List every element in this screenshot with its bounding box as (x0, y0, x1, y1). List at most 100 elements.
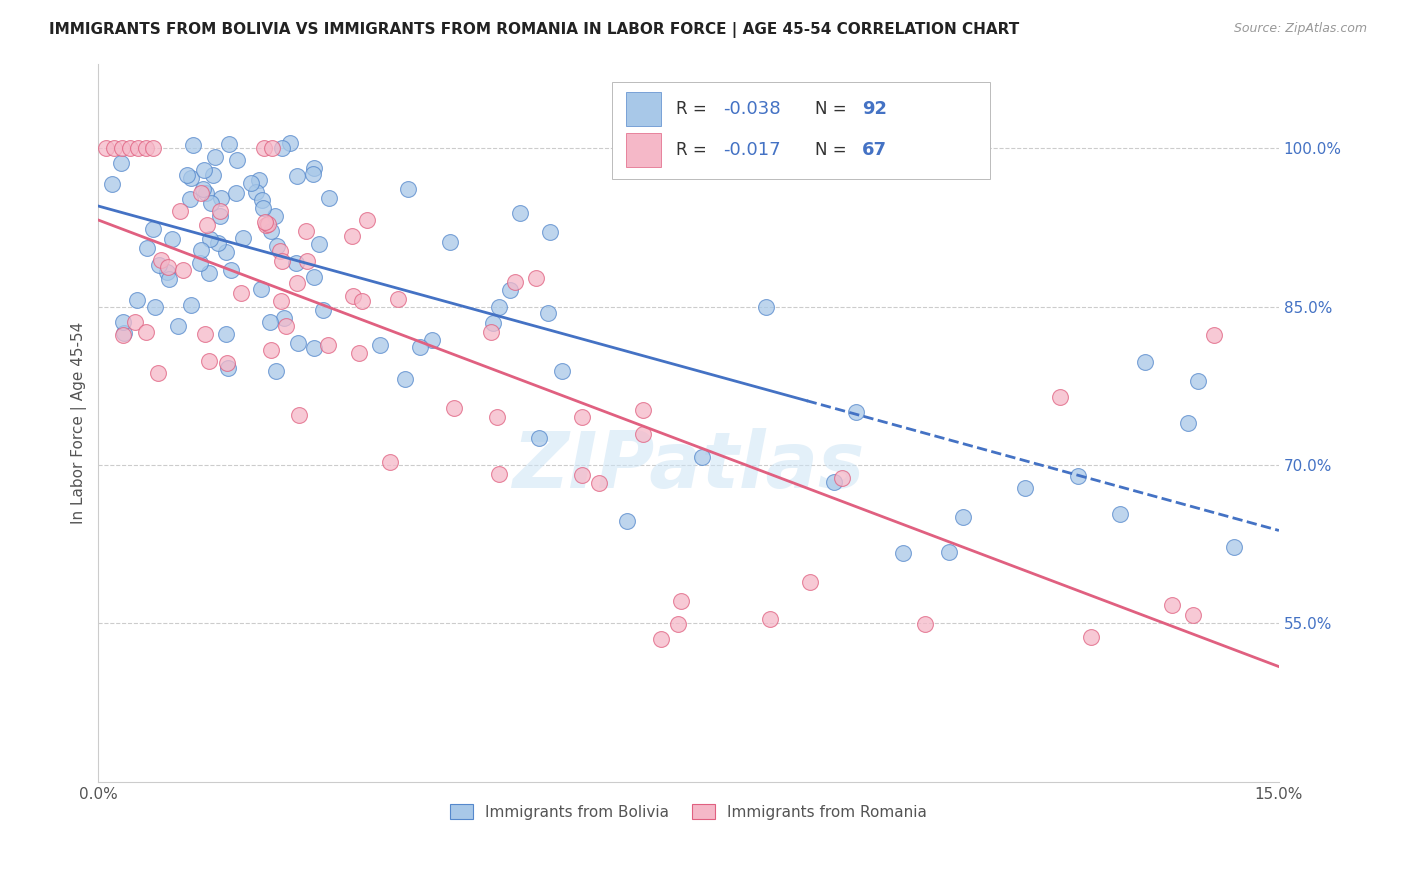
Point (538, 225, 561, 239)
Point (118, 141, 141, 155)
Point (215, 245, 238, 260)
Point (111, 316, 134, 330)
Point (252, 201, 274, 215)
Point (285, 276, 308, 290)
Text: 67: 67 (862, 141, 887, 159)
FancyBboxPatch shape (626, 133, 661, 168)
Point (370, 338, 392, 352)
Point (225, 186, 247, 200)
Point (135, 325, 157, 339)
Text: ZIPatlas: ZIPatlas (513, 428, 865, 504)
Point (148, 258, 170, 272)
Text: N =: N = (815, 100, 852, 119)
Point (160, 232, 183, 246)
Point (247, 173, 270, 187)
Point (254, 219, 277, 233)
Point (190, 244, 212, 258)
Point (146, 366, 169, 380)
Point (110, 156, 132, 170)
Point (150, 252, 173, 267)
Point (270, 254, 292, 268)
Point (111, 141, 134, 155)
Point (197, 218, 219, 232)
Y-axis label: In Labor Force | Age 45-54: In Labor Force | Age 45-54 (72, 322, 87, 524)
Point (259, 315, 281, 329)
Point (396, 182, 419, 196)
Point (284, 256, 307, 270)
Point (214, 326, 236, 341)
Point (1182, 607, 1205, 622)
Point (443, 401, 465, 415)
Point (831, 471, 853, 485)
Point (179, 192, 201, 206)
Point (193, 163, 215, 178)
Point (1049, 390, 1071, 404)
Point (692, 450, 714, 464)
Point (1080, 630, 1102, 644)
Point (1202, 327, 1225, 342)
Point (387, 292, 409, 306)
Point (226, 153, 249, 167)
Point (200, 195, 222, 210)
Point (260, 343, 283, 358)
Point (845, 405, 868, 419)
Point (633, 403, 655, 417)
Point (588, 476, 610, 491)
Point (229, 285, 252, 300)
Point (312, 302, 335, 317)
Point (1014, 481, 1036, 495)
Point (167, 319, 190, 334)
Point (356, 212, 378, 227)
Point (380, 455, 402, 469)
Point (157, 260, 180, 275)
Point (101, 177, 124, 191)
Point (270, 141, 292, 155)
Point (524, 271, 547, 285)
Point (799, 575, 821, 590)
Point (127, 141, 149, 155)
Point (1108, 508, 1130, 522)
Point (156, 265, 179, 279)
Point (103, 141, 125, 155)
Point (245, 185, 267, 199)
Point (208, 204, 231, 219)
Point (276, 318, 298, 333)
Point (266, 239, 288, 253)
Point (201, 168, 224, 182)
Point (287, 336, 309, 351)
Point (308, 237, 330, 252)
Point (181, 138, 204, 153)
Point (669, 593, 692, 607)
Point (190, 256, 212, 270)
Point (666, 616, 689, 631)
Point (294, 224, 316, 238)
Point (527, 431, 550, 445)
Text: IMMIGRANTS FROM BOLIVIA VS IMMIGRANTS FROM ROMANIA IN LABOR FORCE | AGE 45-54 CO: IMMIGRANTS FROM BOLIVIA VS IMMIGRANTS FR… (49, 22, 1019, 38)
Point (952, 510, 974, 524)
Point (302, 167, 325, 181)
Point (250, 193, 273, 207)
Point (250, 282, 273, 296)
Point (194, 326, 217, 341)
Point (503, 275, 526, 289)
Point (571, 409, 593, 424)
Point (136, 241, 159, 255)
Point (616, 514, 638, 528)
Point (551, 364, 574, 378)
Point (176, 168, 198, 182)
Point (209, 191, 232, 205)
Text: -0.017: -0.017 (723, 141, 780, 159)
Point (571, 468, 593, 483)
Point (221, 263, 243, 277)
Text: 92: 92 (862, 100, 887, 119)
Point (190, 186, 212, 200)
Point (650, 632, 672, 647)
Point (302, 341, 325, 355)
Point (1177, 416, 1199, 430)
Point (253, 141, 276, 155)
Point (342, 289, 364, 303)
Point (180, 171, 202, 186)
Point (509, 206, 531, 220)
Point (631, 427, 654, 442)
Point (340, 229, 363, 244)
